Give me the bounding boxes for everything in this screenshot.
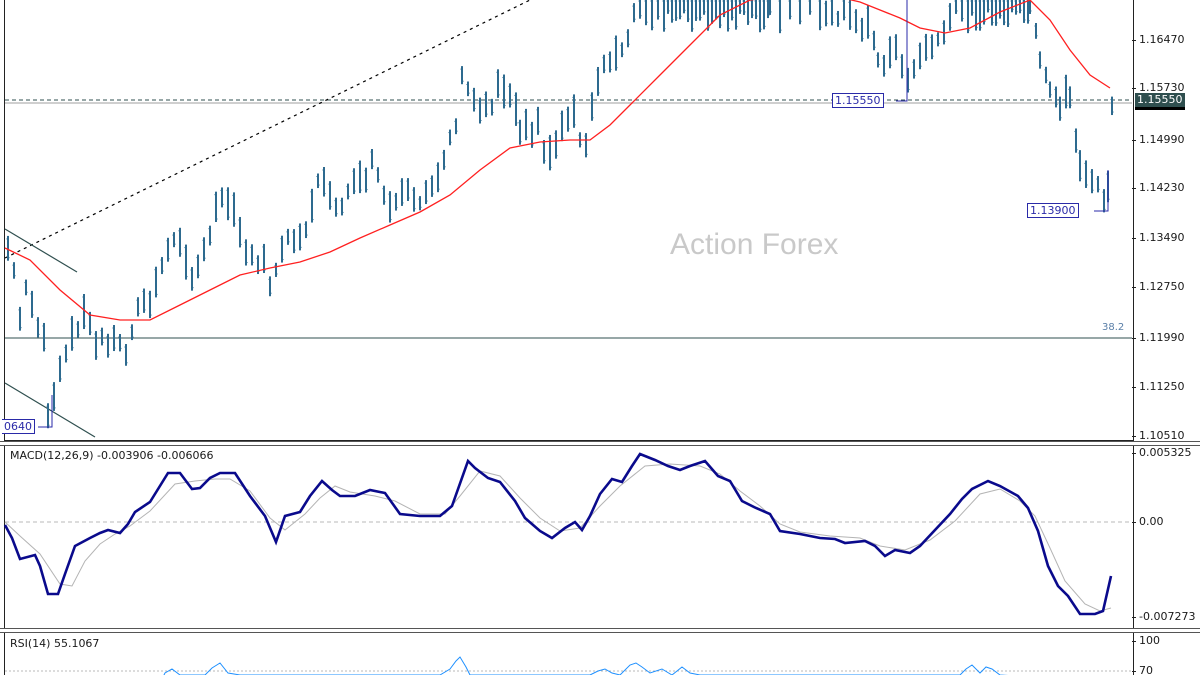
rsi-panel: RSI(14) 55.1067 — [0, 633, 1200, 675]
axis-tick-label: 1.15730 — [1139, 81, 1185, 94]
price-label-left: 0640 — [2, 419, 35, 434]
axis-tick — [1132, 238, 1136, 239]
axis-tick — [1132, 338, 1136, 339]
axis-tick-label: 1.10510 — [1139, 429, 1185, 442]
axis-tick-label: 1.11990 — [1139, 331, 1185, 344]
axis-tick-label: 1.11250 — [1139, 380, 1185, 393]
axis-tick-label: -0.007273 — [1139, 610, 1196, 623]
axis-tick-label: 0.00 — [1139, 515, 1164, 528]
axis-tick — [1132, 88, 1136, 89]
price-chart-svg — [4, 0, 1132, 438]
axis-tick-label: 70 — [1139, 664, 1153, 677]
axis-tick — [1132, 188, 1136, 189]
axis-tick — [1132, 522, 1136, 523]
macd-chart-svg — [3, 452, 1132, 616]
axis-tick-label: 1.12750 — [1139, 280, 1185, 293]
macd-panel: MACD(12,26,9) -0.003906 -0.006066 — [0, 446, 1200, 629]
fib-level-label: 38.2 — [1102, 322, 1125, 333]
axis-tick-label: 1.14230 — [1139, 181, 1185, 194]
watermark: Action Forex — [670, 228, 839, 261]
rsi-chart-svg — [5, 656, 1132, 675]
macd-title: MACD(12,26,9) -0.003906 -0.006066 — [10, 449, 214, 462]
axis-tick — [1132, 140, 1136, 141]
price-label-low: 1.13900 — [1027, 203, 1079, 218]
axis-tick — [1132, 617, 1136, 618]
price-panel: Action Forex 1.15550 1.13900 0640 38.2 1… — [2, 0, 1185, 442]
axis-tick — [1132, 40, 1136, 41]
rsi-plot-area[interactable] — [4, 633, 1134, 675]
price-plot-area[interactable] — [4, 0, 1134, 441]
axis-tick — [1132, 641, 1136, 642]
axis-tick — [1132, 387, 1136, 388]
axis-tick-label: 1.14990 — [1139, 133, 1185, 146]
panel-separator[interactable] — [0, 441, 1200, 446]
axis-tick — [1132, 671, 1136, 672]
panel-separator[interactable] — [0, 628, 1200, 633]
axis-tick — [1132, 287, 1136, 288]
axis-tick-label: 0.005325 — [1139, 446, 1192, 459]
rsi-title: RSI(14) 55.1067 — [10, 637, 100, 650]
axis-tick-label: 1.16470 — [1139, 33, 1185, 46]
axis-tick-label: 100 — [1139, 634, 1160, 647]
price-label-high: 1.15550 — [832, 93, 884, 108]
axis-tick — [1132, 436, 1136, 437]
axis-tick-label: 1.13490 — [1139, 231, 1185, 244]
axis-tick — [1132, 453, 1136, 454]
current-price-tag: 1.15550 — [1135, 93, 1185, 110]
